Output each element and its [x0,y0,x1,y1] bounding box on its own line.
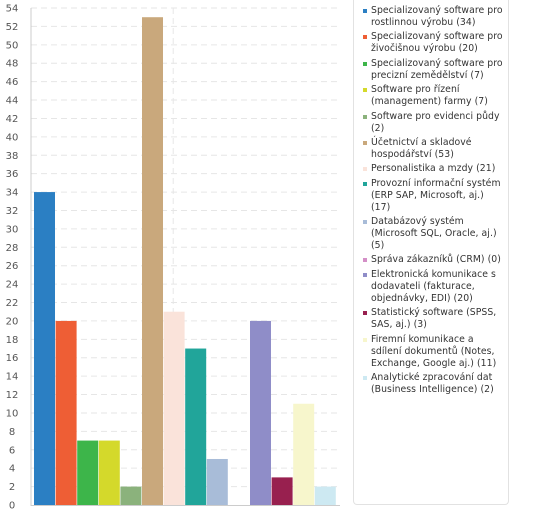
legend-swatch [363,376,367,381]
bar [77,440,99,505]
bar [314,486,336,505]
bar [163,311,185,505]
bar-chart: 0246810121416182022242628303234363840424… [6,4,340,512]
legend-item[interactable]: Provozní informační systém (ERP SAP, Mic… [363,178,504,214]
legend-swatch [363,272,367,277]
y-tick-label: 24 [6,280,19,291]
y-tick-label: 16 [6,353,19,364]
y-tick-label: 48 [6,59,19,70]
y-tick-label: 12 [6,390,19,401]
bar [293,403,315,505]
bar [98,440,120,505]
y-tick-label: 34 [6,188,19,199]
y-tick-label: 40 [6,132,19,143]
y-tick-label: 46 [6,77,19,88]
legend-label: Specializovaný software pro precizní zem… [371,57,503,81]
legend-label: Správa zákazníků (CRM) (0) [371,254,501,266]
chart-area: 0 2 4 6 8 10 12 14 16 18 20 22 24 26 28 30 32 34 36 38 40 42 4… [6,4,340,512]
legend-swatch [363,167,367,172]
legend-swatch [363,114,367,119]
y-tick-label: 8 [9,427,15,438]
y-tick-label: 20 [6,316,19,327]
y-tick-label: 10 [6,408,19,419]
y-tick-label: 36 [6,169,19,180]
legend-label: Databázový systém (Microsoft SQL, Oracle… [371,216,497,252]
legend-label: Software pro řízení (management) farmy (… [371,84,488,108]
legend-item[interactable]: Analytické zpracování dat (Business Inte… [363,372,504,396]
legend-item[interactable]: Specializovaný software pro živočišnou v… [363,31,504,55]
y-tick-label: 18 [6,335,19,346]
legend-item[interactable]: Účetnictví a skladové hospodářství (53) [363,137,504,161]
legend-label: Elektronická komunikace s dodavateli (fa… [371,268,496,304]
legend-item[interactable]: Personalistika a mzdy (21) [363,163,504,175]
legend-panel: Specializovaný software pro rostlinnou v… [353,0,509,505]
legend-swatch [363,220,367,224]
bar [206,458,228,505]
legend-label: Specializovaný software pro živočišnou v… [371,31,503,55]
legend-item[interactable]: Firemní komunikace a sdílení dokumentů (… [363,334,504,370]
bar [185,348,207,505]
y-tick-label: 44 [6,96,19,107]
y-tick-label: 4 [9,464,15,475]
y-tick-label: 14 [6,372,19,383]
y-tick-label: 6 [9,445,15,456]
legend-swatch [363,35,367,40]
legend-swatch [363,61,367,66]
legend-label: Provozní informační systém (ERP SAP, Mic… [371,177,501,213]
legend-item[interactable]: Software pro řízení (management) farmy (… [363,84,504,108]
legend-label: Specializovaný software pro rostlinnou v… [371,5,503,29]
legend-item[interactable]: Statistický software (SPSS, SAS, aj.) (3… [363,307,504,331]
y-tick-label: 50 [6,40,19,51]
legend-label: Personalistika a mzdy (21) [371,163,496,175]
y-tick-label: 2 [9,482,15,493]
legend-item[interactable]: Specializovaný software pro rostlinnou v… [363,5,504,29]
bar [271,477,293,505]
legend-swatch [363,140,367,145]
bar [120,486,142,505]
legend-label: Statistický software (SPSS, SAS, aj.) (3… [371,307,497,331]
bar [250,320,271,505]
legend-list: Specializovaný software pro rostlinnou v… [354,0,508,396]
y-tick-label: 26 [6,261,19,272]
y-tick-label: 22 [6,298,19,309]
y-tick-label: 52 [6,22,19,33]
legend-swatch [363,181,367,186]
legend-label: Firemní komunikace a sdílení dokumentů (… [371,333,497,369]
legend-item[interactable]: Databázový systém (Microsoft SQL, Oracle… [363,216,504,252]
legend-swatch [363,88,367,93]
bar [34,192,55,505]
legend-swatch [363,9,367,13]
legend-swatch [363,311,367,316]
legend-label: Analytické zpracování dat (Business Inte… [371,372,494,396]
legend-item[interactable]: Software pro evidenci půdy (2) [363,111,504,135]
y-tick-label: 0 [9,501,15,512]
legend-item[interactable]: Správa zákazníků (CRM) (0) [363,254,504,266]
y-tick-label: 54 [6,4,19,15]
y-tick-label: 38 [6,151,19,162]
y-tick-label: 42 [6,114,19,125]
y-tick-label: 32 [6,206,19,217]
y-tick-label: 28 [6,243,19,254]
legend-item[interactable]: Elektronická komunikace s dodavateli (fa… [363,269,504,305]
bar [55,320,77,505]
legend-swatch [363,258,367,263]
bar [142,17,163,505]
legend-swatch [363,337,367,342]
legend-label: Účetnictví a skladové hospodářství (53) [371,136,472,160]
legend-label: Software pro evidenci půdy (2) [371,110,500,134]
y-tick-label: 30 [6,224,19,235]
legend-item[interactable]: Specializovaný software pro precizní zem… [363,58,504,82]
